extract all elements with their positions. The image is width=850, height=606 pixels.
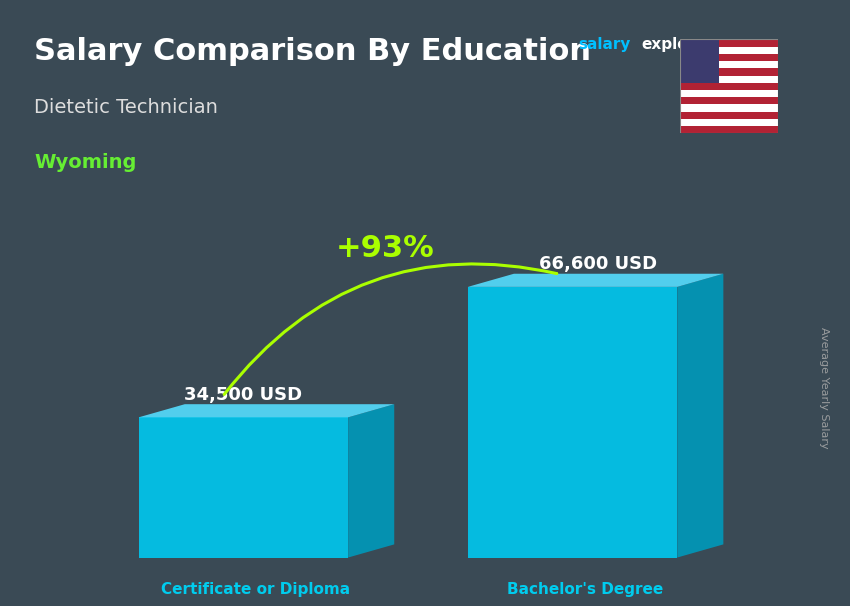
Bar bbox=[680, 83, 778, 90]
Polygon shape bbox=[348, 404, 394, 558]
Text: Certificate or Diploma: Certificate or Diploma bbox=[162, 582, 350, 597]
Text: explorer: explorer bbox=[642, 38, 714, 52]
Text: 66,600 USD: 66,600 USD bbox=[539, 255, 657, 273]
Polygon shape bbox=[139, 418, 348, 558]
Text: 34,500 USD: 34,500 USD bbox=[184, 385, 303, 404]
FancyArrowPatch shape bbox=[224, 264, 557, 395]
Bar bbox=[680, 61, 778, 68]
Polygon shape bbox=[677, 274, 723, 558]
Text: salary: salary bbox=[578, 38, 631, 52]
Bar bbox=[680, 68, 778, 76]
Text: Dietetic Technician: Dietetic Technician bbox=[34, 98, 218, 118]
Bar bbox=[680, 39, 778, 47]
Polygon shape bbox=[468, 274, 723, 287]
Bar bbox=[680, 97, 778, 104]
Text: Wyoming: Wyoming bbox=[34, 153, 136, 171]
Text: Salary Comparison By Education: Salary Comparison By Education bbox=[34, 38, 591, 66]
Bar bbox=[680, 90, 778, 97]
Text: Bachelor's Degree: Bachelor's Degree bbox=[507, 582, 663, 597]
Bar bbox=[680, 126, 778, 133]
Bar bbox=[680, 104, 778, 112]
Bar bbox=[680, 76, 778, 83]
Bar bbox=[680, 112, 778, 119]
Bar bbox=[680, 54, 778, 61]
Text: .com: .com bbox=[727, 38, 768, 52]
Text: +93%: +93% bbox=[337, 235, 435, 264]
Polygon shape bbox=[139, 404, 394, 418]
Text: Average Yearly Salary: Average Yearly Salary bbox=[819, 327, 829, 448]
Bar bbox=[680, 119, 778, 126]
Bar bbox=[680, 39, 719, 83]
Polygon shape bbox=[468, 287, 677, 558]
Bar bbox=[680, 47, 778, 54]
